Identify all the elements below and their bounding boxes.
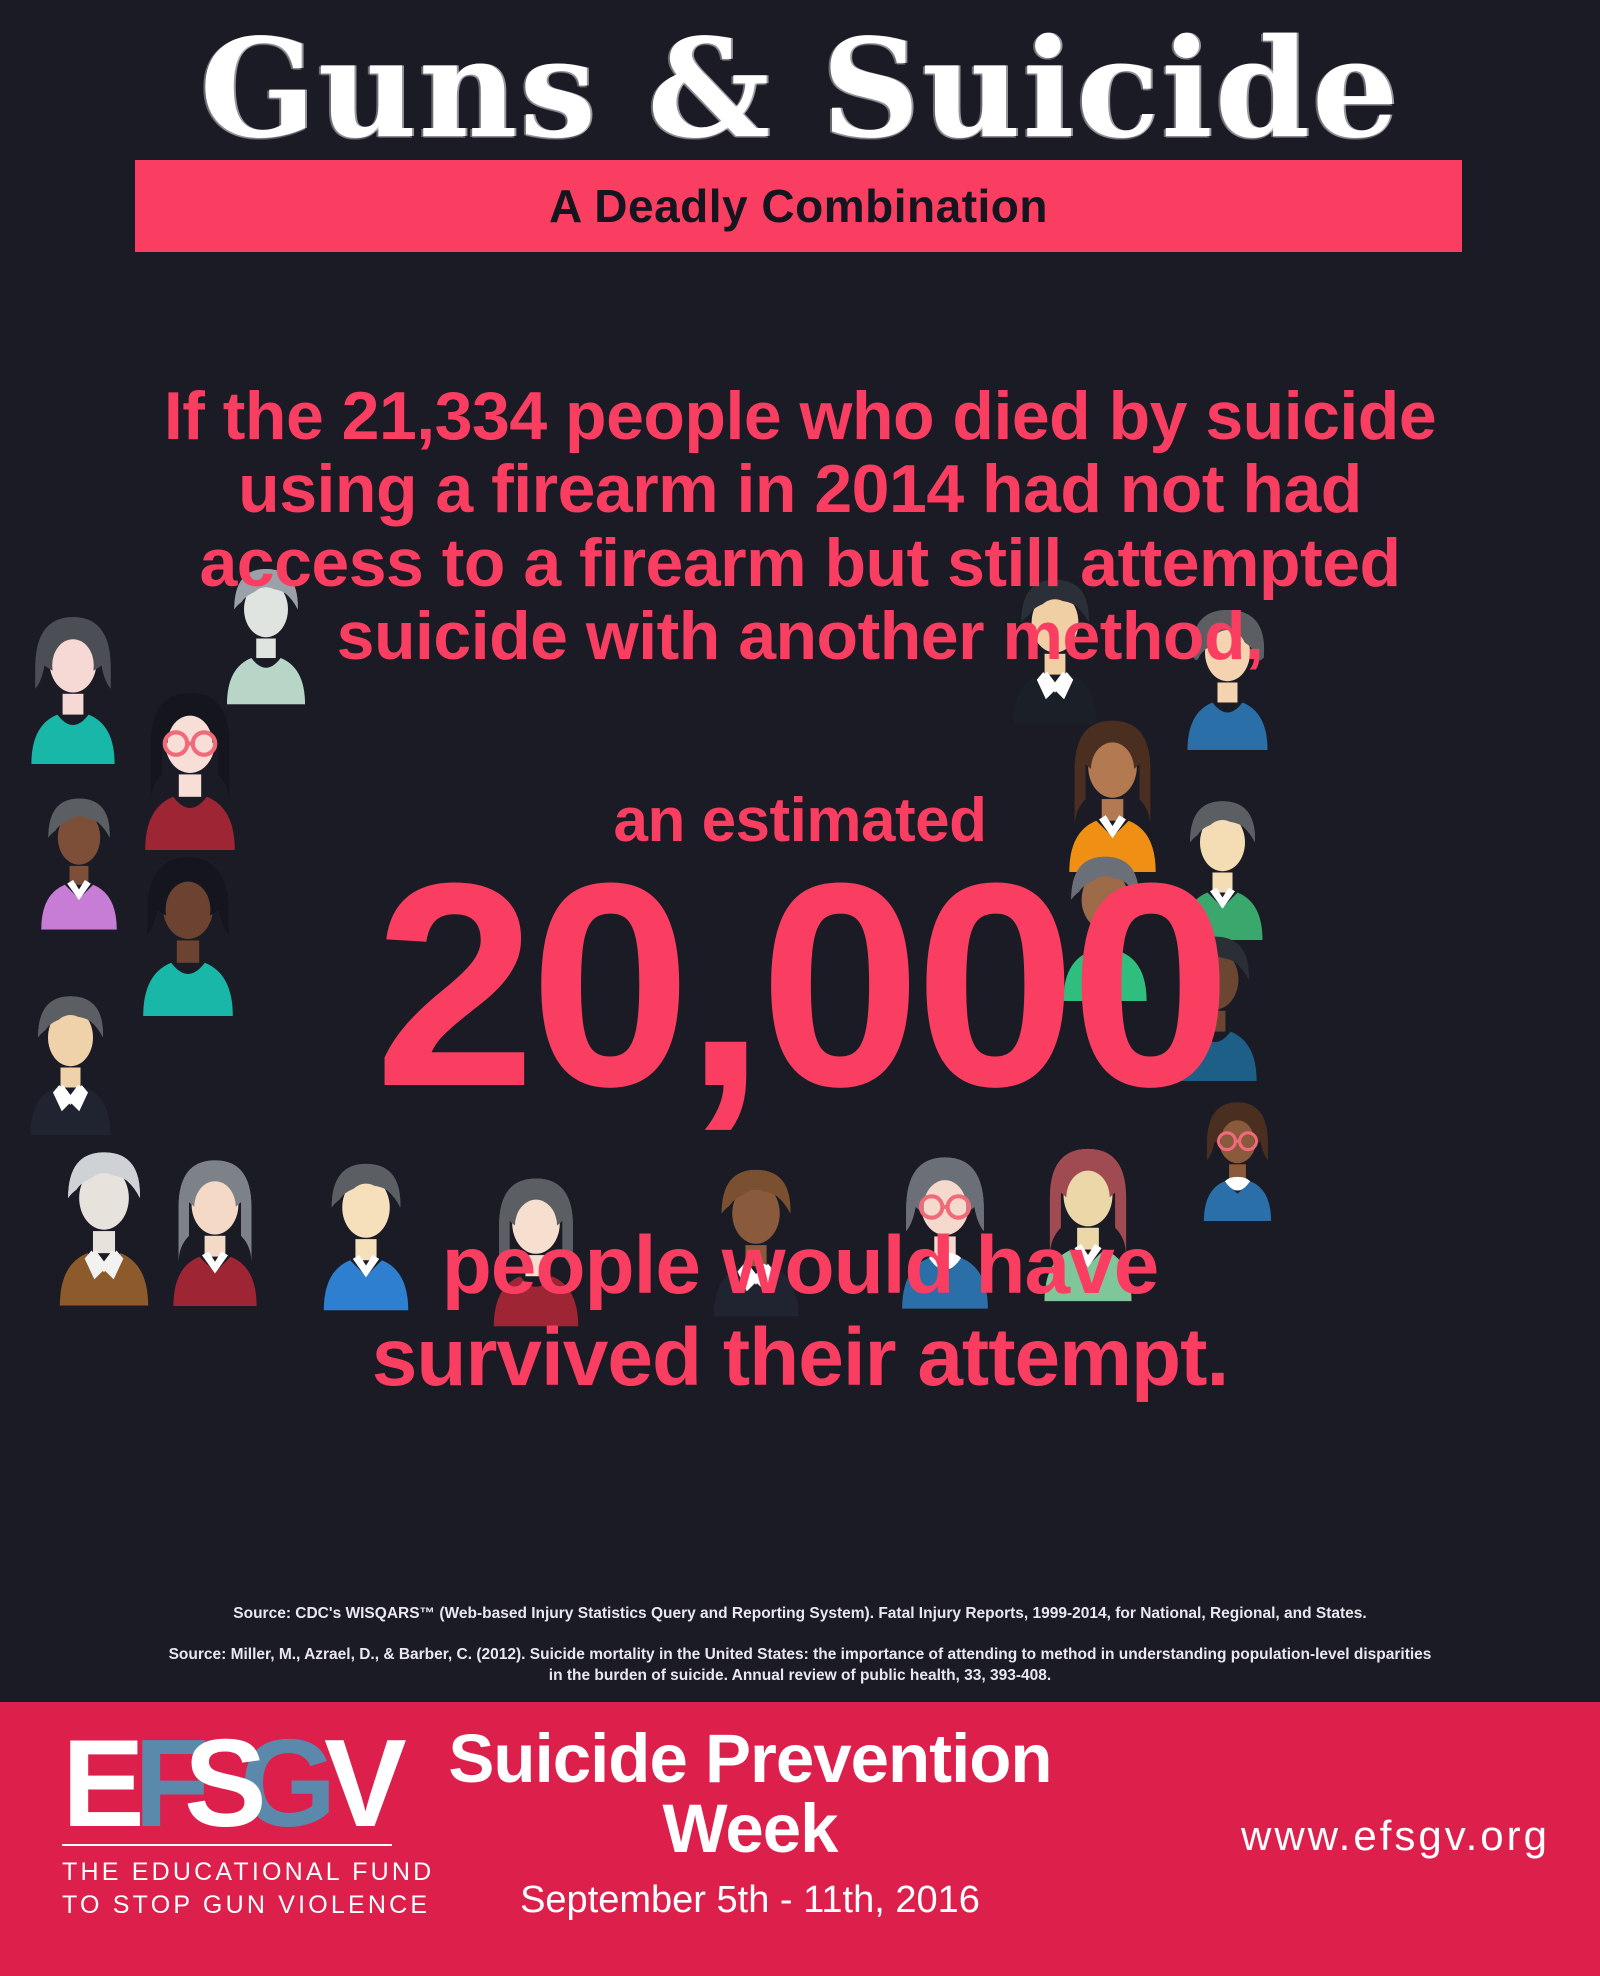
avatar-woman-teal xyxy=(8,608,138,764)
logo-divider xyxy=(62,1844,392,1846)
avatar-man-suit-left xyxy=(8,985,133,1135)
subtitle-text: A Deadly Combination xyxy=(549,180,1048,232)
lead-line: access to a firearm but still attempted xyxy=(199,524,1401,601)
campaign-title: Suicide Prevention Week xyxy=(430,1720,1070,1868)
efsgv-logo[interactable]: E F S G V THE EDUCATIONAL FUND TO STOP G… xyxy=(48,1715,438,1921)
website-url[interactable]: www.efsgv.org xyxy=(1241,1812,1550,1859)
estimate-label: an estimated xyxy=(613,786,987,855)
avatar-woman-dark-teal xyxy=(118,848,258,1016)
big-statistic: 20,000 xyxy=(374,823,1232,1147)
logo-letter-s: S xyxy=(184,1715,267,1853)
footer-bar: E F S G V THE EDUCATIONAL FUND TO STOP G… xyxy=(0,1702,1600,1976)
page-title-text: Guns & Suicide xyxy=(199,9,1401,169)
outro-line: survived their attempt. xyxy=(371,1311,1229,1403)
avatar-man-suit-topright xyxy=(990,568,1120,724)
avatar-man-purple xyxy=(20,788,138,930)
avatar-woman-blue-tank xyxy=(1165,600,1290,750)
logo-tagline-line1: THE EDUCATIONAL FUND xyxy=(62,1858,435,1886)
logo-tagline-line2: TO STOP GUN VIOLENCE xyxy=(62,1890,431,1919)
avatar-woman-glasses-red xyxy=(120,682,260,850)
campaign-block: Suicide Prevention Week September 5th - … xyxy=(430,1720,1070,1922)
logo-letter-f: F xyxy=(134,1715,210,1853)
lead-paragraph: If the 21,334 people who died by suicide… xyxy=(0,378,1600,675)
logo-letter-e: E xyxy=(62,1715,145,1853)
outro-paragraph: people would have survived their attempt… xyxy=(0,1220,1600,1404)
avatar-woman-glasses-blue xyxy=(878,1148,1012,1309)
page-title: Guns & Suicide xyxy=(0,18,1600,161)
avatar-woman-maroon xyxy=(150,1150,280,1306)
lead-line: If the 21,334 people who died by suicide xyxy=(163,378,1437,454)
avatar-woman-red-bottom xyxy=(470,1168,602,1327)
logo-letter-v: V xyxy=(324,1715,407,1853)
logo-tagline: THE EDUCATIONAL FUND TO STOP GUN VIOLENC… xyxy=(62,1856,438,1921)
source-citations: Source: CDC's WISQARS™ (Web-based Injury… xyxy=(160,1604,1440,1687)
campaign-dates: September 5th - 11th, 2016 xyxy=(520,1878,980,1921)
outro-line: people would have xyxy=(441,1220,1160,1311)
logo-letter-g: G xyxy=(240,1715,336,1853)
campaign-title-line1: Suicide Prevention xyxy=(448,1720,1052,1797)
avatar-man-teal-right xyxy=(1040,845,1170,1001)
efsgv-logo-mark: E F S G V xyxy=(62,1715,407,1853)
lead-line: suicide with another method, xyxy=(336,598,1264,675)
campaign-title-line2: Week xyxy=(662,1790,838,1868)
source-citation: Source: CDC's WISQARS™ (Web-based Injury… xyxy=(233,1605,1367,1622)
avatar-woman-green-bottom xyxy=(1020,1138,1156,1302)
avatar-man-gray-scrubs xyxy=(205,558,327,705)
subtitle-banner: A Deadly Combination xyxy=(135,160,1462,252)
avatar-elder-brown xyxy=(35,1140,173,1306)
source-citation: Source: Miller, M., Azrael, D., & Barber… xyxy=(168,1645,1432,1684)
avatar-man-navy-right xyxy=(1150,925,1280,1081)
avatar-man-blue-shirt xyxy=(300,1152,432,1311)
avatar-man-dark-suit-mid xyxy=(690,1158,822,1317)
lead-line: using a firearm in 2014 had not had xyxy=(238,451,1362,528)
avatar-woman-glasses-small xyxy=(1185,1095,1290,1221)
avatar-man-green-right xyxy=(1160,790,1285,940)
